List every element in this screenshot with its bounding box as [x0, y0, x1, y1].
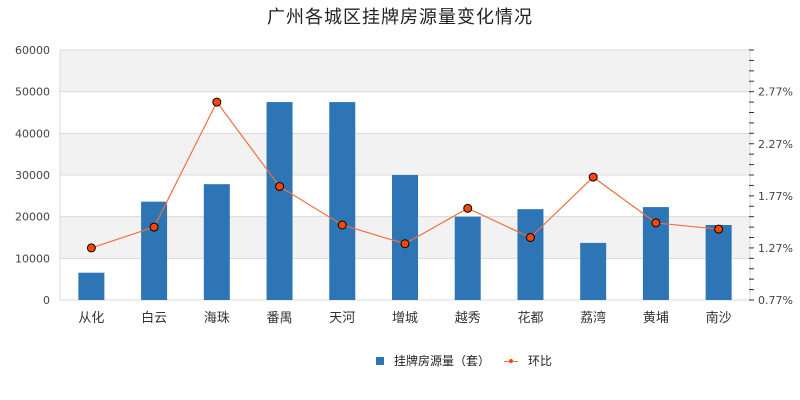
x-axis-label: 天河 — [329, 311, 355, 326]
legend-label-listings: 挂牌房源量（套） — [394, 354, 491, 368]
x-axis-label: 增城 — [392, 311, 418, 326]
mom-marker-6 — [463, 203, 473, 213]
legend-label-mom: 环比 — [528, 354, 553, 368]
x-axis-label: 南沙 — [706, 310, 732, 326]
right-axis: 0.77% 1.27% 1.77% 2.27% 2.77% — [749, 49, 793, 307]
mom-marker-3 — [275, 181, 285, 191]
mom-marker-9 — [651, 218, 661, 228]
legend-item-mom[interactable]: 环比 — [504, 352, 552, 369]
mom-marker-7 — [525, 233, 535, 242]
legend-bar-swatch-icon — [376, 356, 384, 365]
left-axis-tick-label: 0 — [43, 294, 50, 307]
x-axis-label: 花都 — [517, 310, 543, 326]
x-axis-label: 从化 — [78, 311, 104, 326]
x-axis-label: 越秀 — [455, 311, 481, 326]
mom-marker-8 — [588, 172, 598, 182]
legend-line-swatch-icon — [504, 357, 518, 365]
bar-10 — [705, 225, 732, 300]
x-axis-label: 海珠 — [204, 311, 230, 326]
left-axis: 0 10000 20000 30000 40000 50000 60000 — [15, 44, 50, 307]
bar-series — [78, 102, 732, 300]
mom-marker-2 — [212, 97, 222, 107]
bar-4 — [329, 102, 356, 300]
left-axis-tick-label: 20000 — [15, 211, 50, 224]
bar-0 — [78, 272, 105, 300]
legend: 挂牌房源量（套） 环比 — [0, 352, 800, 372]
mom-marker-0 — [86, 243, 96, 253]
left-axis-tick-label: 50000 — [15, 86, 50, 99]
right-axis-tick-label: 1.77% — [758, 190, 793, 203]
bar-3 — [266, 102, 293, 300]
left-axis-tick-label: 30000 — [15, 169, 50, 182]
right-axis-tick-label: 0.77% — [758, 294, 793, 307]
mom-marker-1 — [149, 222, 159, 232]
right-axis-tick-label: 2.77% — [758, 86, 793, 99]
line-series — [86, 97, 724, 253]
right-axis-tick-label: 2.27% — [758, 138, 793, 151]
chart-title: 广州各城区挂牌房源量变化情况 — [267, 7, 533, 28]
bar-2 — [203, 184, 230, 300]
legend-item-listings[interactable]: 挂牌房源量（套） — [376, 352, 490, 369]
mom-marker-5 — [400, 239, 410, 249]
bar-7 — [517, 209, 544, 300]
bar-5 — [392, 175, 418, 300]
left-axis-tick-label: 40000 — [15, 127, 50, 140]
x-axis-label: 黄埔 — [643, 311, 669, 326]
grid-band — [60, 50, 750, 92]
right-axis-tick-label: 1.27% — [758, 242, 793, 255]
bar-8 — [580, 242, 607, 300]
bar-6 — [454, 216, 481, 300]
mom-marker-4 — [337, 220, 347, 230]
x-axis-label: 荔湾 — [580, 310, 606, 326]
grid-band — [60, 133, 750, 175]
left-axis-tick-label: 60000 — [15, 44, 50, 57]
mom-marker-10 — [714, 224, 724, 234]
x-axis-labels: 从化 白云 海珠 番禺 天河 增城 越秀 花都 荔湾 黄埔 南沙 — [78, 310, 731, 326]
bar-1 — [141, 201, 168, 300]
x-axis-label: 番禺 — [267, 311, 293, 326]
left-axis-tick-label: 10000 — [15, 252, 50, 265]
x-axis-label: 白云 — [141, 310, 167, 326]
